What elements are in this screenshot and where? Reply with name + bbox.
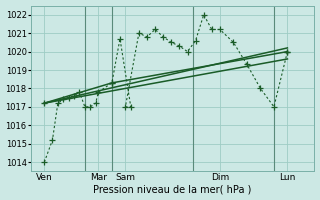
X-axis label: Pression niveau de la mer( hPa ): Pression niveau de la mer( hPa ) [93, 184, 252, 194]
